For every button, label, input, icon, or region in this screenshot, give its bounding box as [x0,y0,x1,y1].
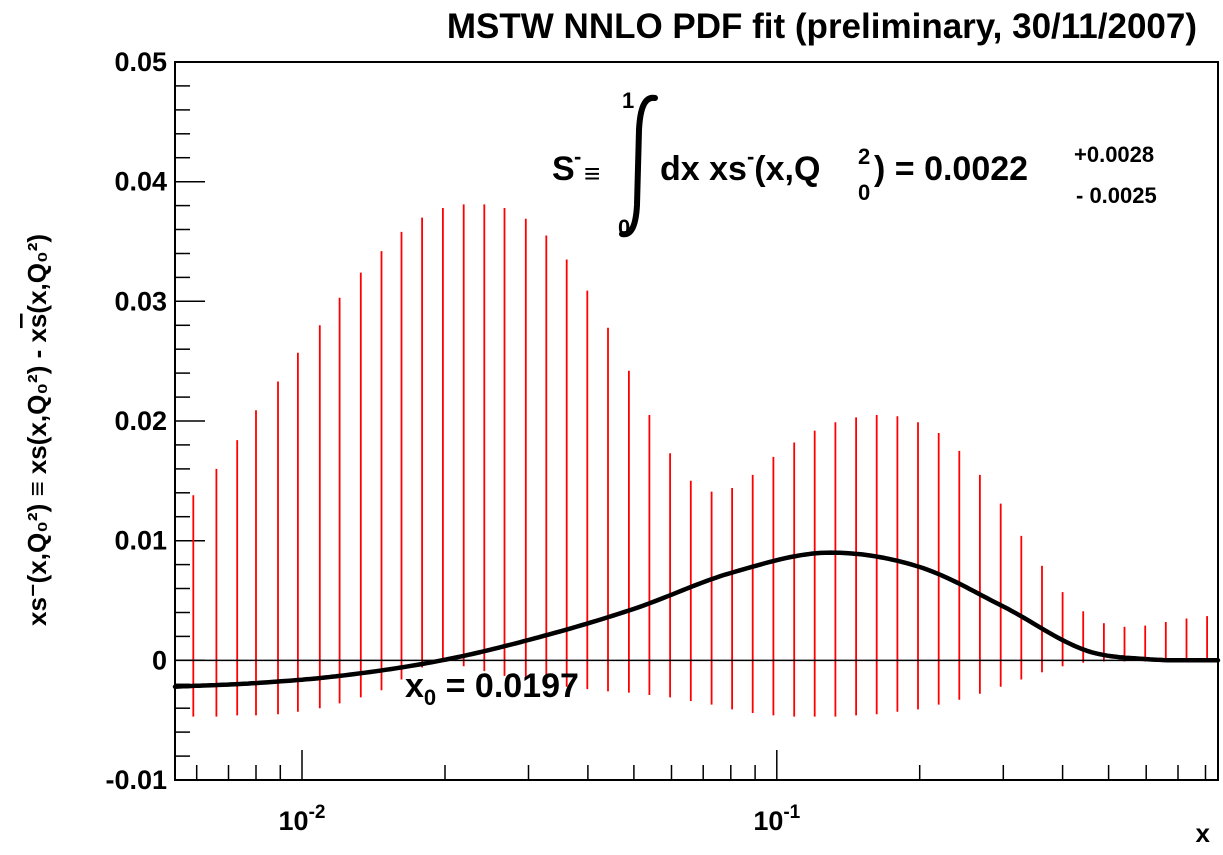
x-axis-label: x [1196,818,1211,848]
y-axis-label-rhs: (x,Q₀²) [22,234,52,314]
y-tick-label: 0.01 [114,526,167,556]
y-axis-label-sbar: s [22,314,52,328]
x0-main: x [405,667,424,705]
integral-equiv: ≡ [584,158,600,189]
error-bars [174,204,1208,717]
y-axis-label: xs⁻(x,Q₀²) ≡ xs(x,Q₀²) - xs(x,Q₀²) [22,234,52,626]
integrand-b: (x,Q [754,150,820,188]
y-tick-label: -0.01 [105,765,167,795]
integral-S-minus: - [574,144,581,169]
x0-annotation: x0 = 0.0197 [405,667,579,710]
y-tick-label: 0.04 [114,167,167,197]
integral-lower-limit: 0 [618,215,630,240]
x-tick-label: 10-2 [279,802,326,836]
x-tick-label: 10-1 [753,802,800,836]
integral-sign-icon [619,94,658,238]
y-tick-label: 0.03 [114,286,167,316]
x0-tail: = 0.0197 [436,667,579,705]
integral-sup2: 2 [858,144,870,169]
chart-title: MSTW NNLO PDF fit (preliminary, 30/11/20… [447,7,1197,46]
integral-annotation: S - ≡ 1 0 dx xs-(x,Q 2 0 ) = 0.0022 +0.0… [552,88,1157,240]
y-tick-label: 0.02 [114,406,167,436]
y-tick-label: 0 [152,645,167,675]
integrand-minus: - [747,144,754,169]
plot-frame [174,61,1219,781]
integral-err-minus: - 0.0025 [1076,183,1157,208]
integral-err-plus: +0.0028 [1074,142,1154,167]
integral-upper-limit: 1 [622,88,634,113]
x0-sub: 0 [424,685,436,710]
integral-result: ) = 0.0022 [874,150,1028,188]
integral-expression: dx xs-(x,Q [660,144,820,188]
central-curve [172,550,1221,689]
tick-labels: -0.01 0 0.01 0.02 0.03 0.04 0.05 10-2 10-1 [105,47,800,836]
integrand-a: dx xs [660,150,747,188]
y-tick-label: 0.05 [114,47,167,77]
integral-S: S [552,150,575,188]
integral-sub0: 0 [858,180,870,205]
y-axis-label-lhs: xs⁻(x,Q₀²) ≡ xs(x,Q₀²) - x [22,328,52,626]
